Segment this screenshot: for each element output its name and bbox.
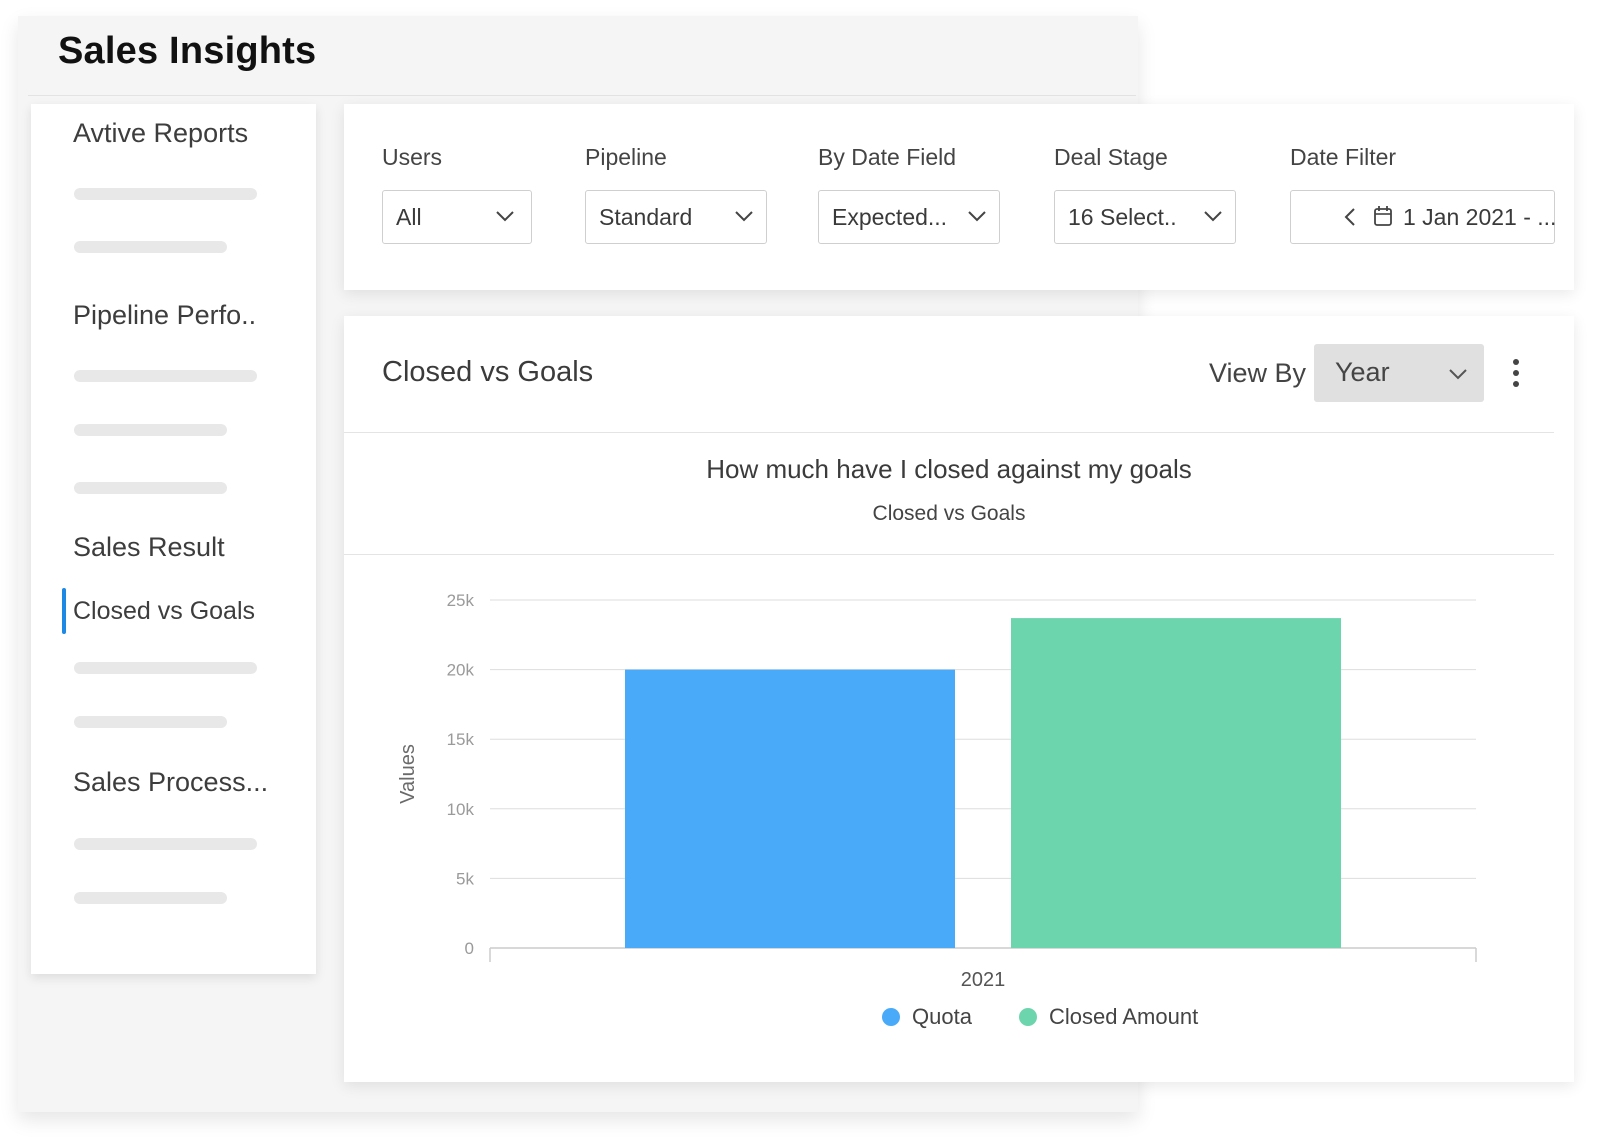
view-by-select[interactable]: Year	[1314, 344, 1484, 402]
chevron-down-icon	[735, 211, 753, 222]
chart-card: Closed vs Goals View By Year How much ha…	[344, 316, 1574, 1082]
date-field-select[interactable]: Expected...	[818, 190, 1000, 244]
chevron-left-icon[interactable]	[1343, 207, 1357, 227]
date-filter-value: 1 Jan 2021 - ...	[1403, 204, 1557, 230]
sidebar-placeholder-line	[74, 370, 257, 382]
view-by-value: Year	[1335, 357, 1390, 387]
active-item-marker	[62, 588, 66, 634]
chevron-down-icon	[496, 211, 514, 222]
card-header-divider	[344, 432, 1554, 433]
sidebar-placeholder-line	[74, 892, 227, 904]
bar-chart: 0 5k 10k 15k 20k 25k Values 2021	[397, 591, 1477, 991]
sidebar-placeholder-line	[74, 241, 227, 253]
sidebar: Avtive Reports Pipeline Perfo.. Sales Re…	[31, 104, 316, 974]
bar-closed-amount	[1011, 618, 1341, 948]
y-axis-title: Values	[397, 744, 419, 804]
filter-label-users: Users	[382, 144, 443, 170]
filter-label-by-date-field: By Date Field	[818, 144, 957, 170]
y-tick-label: 15k	[447, 730, 475, 749]
legend-swatch-closed-amount	[1019, 1008, 1037, 1026]
chevron-down-icon	[968, 211, 986, 222]
y-tick-label: 0	[465, 939, 474, 958]
date-filter-picker[interactable]: 1 Jan 2021 - ...	[1290, 190, 1557, 244]
legend-swatch-quota	[882, 1008, 900, 1026]
filter-label-date-filter: Date Filter	[1290, 144, 1397, 170]
chart-legend: Quota Closed Amount	[344, 1004, 1554, 1034]
chevron-down-icon	[1449, 369, 1467, 380]
users-select[interactable]: All	[382, 190, 532, 244]
legend-label-quota: Quota	[912, 1004, 972, 1029]
filter-label-deal-stage: Deal Stage	[1054, 144, 1168, 170]
sidebar-section-pipeline-performance[interactable]: Pipeline Perfo..	[73, 300, 257, 330]
legend-label-closed-amount: Closed Amount	[1049, 1004, 1199, 1029]
pipeline-select-value: Standard	[599, 204, 693, 230]
y-tick-label: 20k	[447, 661, 475, 680]
sidebar-placeholder-line	[74, 838, 257, 850]
chart-header-divider	[344, 554, 1554, 555]
y-tick-label: 5k	[456, 869, 474, 888]
sidebar-section-sales-result[interactable]: Sales Result	[73, 532, 225, 562]
sidebar-section-active-reports[interactable]: Avtive Reports	[73, 118, 249, 148]
pipeline-select[interactable]: Standard	[585, 190, 767, 244]
y-tick-label: 10k	[447, 800, 475, 819]
legend-item-quota[interactable]: Quota	[882, 1004, 972, 1030]
title-divider	[28, 95, 1136, 96]
filter-bar: Users All Pipeline Standard By Date Fiel…	[344, 104, 1574, 290]
users-select-value: All	[396, 204, 422, 230]
sidebar-placeholder-line	[74, 424, 227, 436]
deal-stage-select-value: 16 Select..	[1068, 204, 1177, 230]
chevron-down-icon	[1204, 211, 1222, 222]
calendar-icon	[1374, 206, 1392, 226]
view-by-label: View By	[1209, 358, 1307, 388]
legend-item-closed-amount[interactable]: Closed Amount	[1019, 1004, 1198, 1030]
bar-quota	[625, 669, 955, 948]
card-title: Closed vs Goals	[382, 356, 594, 388]
x-tick-label: 2021	[961, 969, 1006, 991]
page-title: Sales Insights	[58, 30, 317, 72]
date-field-select-value: Expected...	[832, 204, 948, 230]
sidebar-placeholder-line	[74, 482, 227, 494]
filter-label-pipeline: Pipeline	[585, 144, 667, 170]
sidebar-section-sales-process[interactable]: Sales Process...	[73, 767, 269, 797]
sidebar-placeholder-line	[74, 716, 227, 728]
sidebar-item-closed-vs-goals[interactable]: Closed vs Goals	[73, 597, 256, 625]
chart-subtitle: Closed vs Goals	[872, 502, 1026, 525]
chart-title: How much have I closed against my goals	[706, 454, 1192, 484]
y-tick-label: 25k	[447, 591, 475, 610]
deal-stage-select[interactable]: 16 Select..	[1054, 190, 1236, 244]
sidebar-placeholder-line	[74, 662, 257, 674]
sidebar-placeholder-line	[74, 188, 257, 200]
kebab-menu-icon[interactable]	[1510, 358, 1522, 388]
